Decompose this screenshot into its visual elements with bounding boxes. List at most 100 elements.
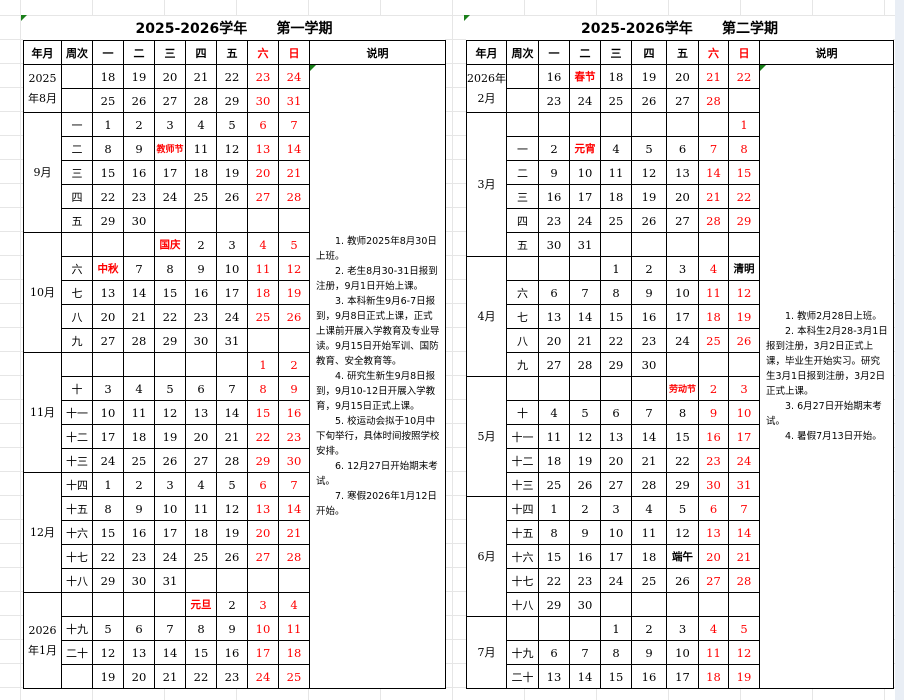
day-cell: 9: [698, 400, 729, 425]
column-header: 年月: [466, 40, 507, 65]
day-cell: 22: [600, 328, 632, 353]
column-header: 四: [631, 40, 667, 65]
side-panel: [895, 0, 904, 700]
day-cell: 22: [216, 64, 248, 89]
day-cell: 20: [185, 424, 217, 449]
day-cell: 5: [154, 376, 186, 401]
month-label: 2026年2月: [466, 64, 507, 113]
month-label: 4月: [466, 256, 507, 377]
day-cell: 27: [92, 328, 124, 353]
day-cell: 26: [154, 448, 186, 473]
day-cell: 24: [247, 664, 279, 689]
day-cell: 28: [185, 88, 217, 113]
week-number: [506, 616, 539, 641]
week-row: 4月 1 2 3 4 清明: [466, 256, 894, 377]
day-cell: 2: [698, 376, 729, 401]
day-cell: 19: [278, 280, 310, 305]
day-cell: 17: [154, 160, 186, 185]
week-number: 十九: [61, 616, 93, 641]
day-cell: 5: [569, 400, 601, 425]
day-cell: [216, 352, 248, 377]
day-cell: 29: [600, 352, 632, 377]
day-cell: 14: [278, 136, 310, 161]
day-cell: 17: [92, 424, 124, 449]
day-cell: 31: [216, 328, 248, 353]
day-cell: [123, 352, 155, 377]
semester-title: 2025-2026学年 第二学期: [581, 21, 778, 37]
day-cell: 5: [92, 616, 124, 641]
day-cell: 15: [185, 640, 217, 665]
day-cell: 31: [154, 568, 186, 593]
day-cell: 10: [92, 400, 124, 425]
comment-marker-icon: [760, 65, 766, 71]
week-number: [61, 232, 93, 257]
week-number: 二: [506, 160, 539, 185]
day-cell: 28: [631, 472, 667, 497]
week-number: 十四: [61, 472, 93, 497]
month-label: 6月: [466, 496, 507, 617]
day-cell: 21: [631, 448, 667, 473]
week-row: 十七 22 23 24 25 26 27 28: [467, 568, 894, 593]
day-cell: 29: [154, 328, 186, 353]
day-cell: 27: [247, 184, 279, 209]
week-number: [61, 664, 93, 689]
day-cell: [728, 352, 760, 377]
day-cell: [600, 232, 632, 257]
day-cell: 6: [538, 640, 570, 665]
day-cell: [538, 112, 570, 137]
week-number: 一: [506, 136, 539, 161]
day-cell: 7: [154, 616, 186, 641]
day-cell: 20: [247, 160, 279, 185]
day-cell: 15: [666, 424, 699, 449]
day-cell: 20: [247, 520, 279, 545]
day-cell: 8: [600, 280, 632, 305]
note-item: 6. 12月27日开始期末考试。: [316, 461, 438, 487]
week-row: 七 13 14 15 16 17 18 19: [24, 280, 446, 305]
day-cell: 25: [600, 88, 632, 113]
column-header: 年月: [23, 40, 62, 65]
day-cell: 22: [154, 304, 186, 329]
day-cell: [600, 112, 632, 137]
day-cell: [666, 112, 699, 137]
day-cell: 25: [698, 328, 729, 353]
week-number: 十三: [506, 472, 539, 497]
week-row: 二十 12 13 14 15 16 17 18: [24, 640, 446, 665]
calendar-table: 年月 周次一二三四五六日说明 2026年2月 16 春节 18 19 20 21 22 1. 教师2…: [466, 40, 894, 689]
day-cell: 19: [631, 184, 667, 209]
day-cell: 22: [728, 184, 760, 209]
day-cell: 13: [247, 136, 279, 161]
day-cell: 21: [698, 64, 729, 89]
day-cell: 20: [92, 304, 124, 329]
week-number: 十五: [61, 496, 93, 521]
notes-cell: 1. 教师2025年8月30日上班。 2. 老生8月30-31日报到注册，9月1日…: [309, 64, 446, 689]
day-cell: [185, 352, 217, 377]
day-cell: 26: [631, 208, 667, 233]
day-cell: 23: [569, 568, 601, 593]
notes-cell: 1. 教师2月28日上班。 2. 本科生2月28-3月1日报到注册，3月2日正式上…: [759, 64, 894, 689]
day-cell: 7: [569, 640, 601, 665]
day-cell: 19: [92, 664, 124, 689]
day-cell: 6: [538, 280, 570, 305]
day-cell: 27: [247, 544, 279, 569]
week-number: [506, 112, 539, 137]
day-cell: 9: [569, 520, 601, 545]
week-number: 十: [506, 400, 539, 425]
day-cell: 17: [154, 520, 186, 545]
day-cell: 21: [728, 544, 760, 569]
day-cell: [728, 592, 760, 617]
day-cell: [216, 568, 248, 593]
holiday-cell: 国庆: [154, 232, 186, 257]
day-cell: 26: [216, 184, 248, 209]
day-cell: [631, 592, 667, 617]
day-cell: [569, 112, 601, 137]
column-header: 周次: [61, 40, 93, 65]
holiday-cell: 春节: [569, 64, 601, 89]
note-item: 5. 校运动会拟于10月中下旬举行，具体时间按照学校安排。: [316, 416, 440, 457]
day-cell: 30: [123, 208, 155, 233]
note-item: 1. 教师2月28日上班。: [785, 311, 882, 322]
day-cell: 29: [216, 88, 248, 113]
day-cell: 10: [216, 256, 248, 281]
day-cell: [666, 352, 699, 377]
holiday-cell: 元旦: [185, 592, 217, 617]
week-row: 19 20 21 22 23 24 25: [24, 664, 446, 689]
